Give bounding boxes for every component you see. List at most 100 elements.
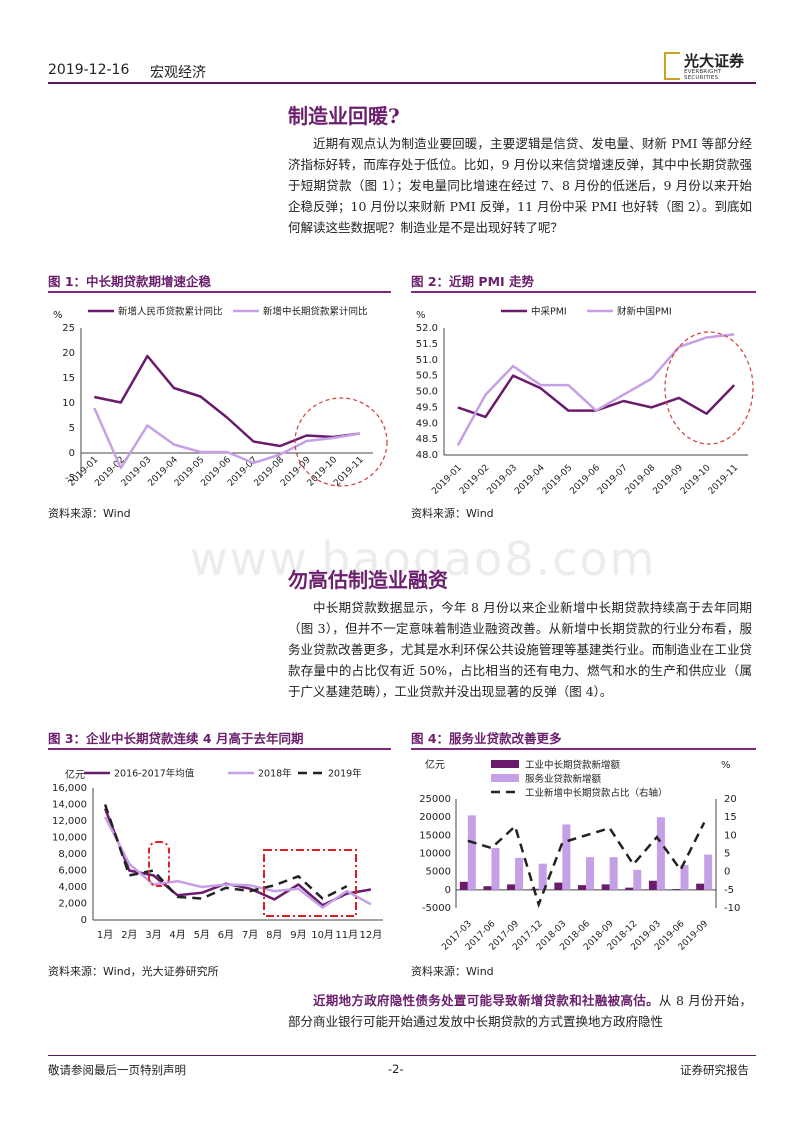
figure-4-chart: 25000 20000 15000 10000 5000 0 -5000 20 15 10 5 0 -5… [419, 758, 740, 953]
legend-label: 2019年 [328, 768, 362, 780]
bar [515, 857, 524, 890]
x-tick-label: 4月 [169, 929, 185, 941]
y-tick-label: -5000 [422, 903, 451, 914]
figure-source: 资料来源：Wind [48, 507, 131, 520]
bar [680, 865, 689, 890]
y-axis-unit: % [53, 310, 63, 321]
figure-rule [48, 291, 391, 293]
x-tick-label: 2月 [121, 929, 137, 941]
watermark: www.baogao8.com [190, 532, 657, 586]
bar [554, 882, 563, 890]
bar [704, 854, 713, 890]
bar [648, 880, 657, 890]
bar [696, 883, 705, 890]
x-tick-label: 6月 [218, 929, 234, 941]
series-line [103, 808, 372, 907]
figure-title: 图 2：近期 PMI 走势 [411, 274, 535, 289]
y-tick-label: 0 [81, 915, 87, 926]
y2-tick-label: 15 [724, 812, 737, 823]
bar [625, 887, 634, 890]
bar [586, 857, 594, 890]
y-axis-unit: % [416, 310, 426, 321]
figure-2-chart: 52.0 51.5 51.0 50.5 50.0 49.5 49.0 48.5 48.0% 201… [416, 306, 754, 497]
page-number: -2- [388, 1062, 404, 1076]
header-rule [48, 82, 756, 84]
series-line [456, 333, 735, 447]
bar [633, 869, 642, 890]
figure-1-chart: 2520151050-5%2019-012019-022019-032019-0… [53, 306, 388, 489]
bar [609, 857, 618, 890]
figure-source: 资料来源：Wind，光大证券研究所 [48, 965, 219, 978]
paragraph-text: 从 8 月份开始，部分商业银行可能开始通过发放中长期贷款的方式置换地方政府隐性 [288, 993, 752, 1029]
y-tick-label: 2,000 [58, 899, 87, 910]
figure-title: 图 3：企业中长期贷款连续 4 月高于去年同期 [48, 731, 304, 746]
bar [507, 884, 516, 890]
y-tick-label: 25000 [419, 794, 451, 805]
y-tick-label: 14,000 [52, 800, 87, 811]
y-tick-label: -5 [65, 473, 75, 484]
highlight-box [263, 849, 357, 917]
y-tick-label: 49.5 [416, 402, 438, 413]
highlight-circle [294, 397, 388, 487]
brand-name-en: EVERBRIGHT SECURITIES [684, 69, 722, 81]
report-date: 2019-12-16 [48, 62, 130, 78]
figure-3-chart: 16,000 14,000 12,000 10,000 8,000 6,000 4,000 2… [52, 768, 383, 941]
bar [467, 815, 476, 890]
legend-label: 工业中长期贷款新增额 [525, 759, 621, 771]
series-line [103, 804, 348, 900]
x-tick-label: 3月 [145, 929, 161, 941]
series-line [467, 822, 706, 909]
y-axis-unit: 亿元 [65, 768, 85, 781]
report-type: 证券研究报告 [680, 1063, 749, 1077]
legend-label: 财新中国PMI [617, 306, 672, 318]
x-tick-label: 9月 [290, 929, 306, 941]
y2-tick-label: 10 [724, 830, 737, 841]
y-tick-label: 12,000 [52, 816, 87, 827]
x-tick-label: 7月 [242, 929, 258, 941]
bar [601, 884, 610, 890]
bar [562, 824, 571, 890]
y-tick-label: 48.5 [416, 434, 438, 445]
bar [459, 881, 468, 890]
body-paragraph: 近期有观点认为制造业要回暖，主要逻辑是信贷、发电量、财新 PMI 等部分经济指标… [288, 133, 752, 238]
body-paragraph: 中长期贷款数据显示，今年 8 月份以来企业新增中长期贷款持续高于去年同期（图 3… [288, 597, 752, 702]
y-tick-label: 15000 [419, 830, 451, 841]
figure-rule [48, 748, 391, 750]
x-tick-label: 8月 [266, 929, 282, 941]
y-tick-label: 25 [62, 323, 75, 334]
brand-logo: 光大证券 EVERBRIGHT SECURITIES [664, 50, 754, 81]
paragraph-text: 中长期贷款数据显示，今年 8 月份以来企业新增中长期贷款持续高于去年同期（图 3… [288, 600, 752, 699]
y-tick-label: 20 [62, 348, 75, 359]
x-tick-label: 5月 [194, 929, 210, 941]
y2-tick-label: 5 [724, 849, 730, 860]
y2-tick-label: 20 [724, 794, 737, 805]
y-tick-label: 50.0 [416, 387, 438, 398]
y-axis-unit: 亿元 [425, 758, 445, 771]
y-tick-label: 5 [69, 423, 75, 434]
y-tick-label: 51.0 [416, 355, 438, 366]
legend-label: 新增中长期贷款累计同比 [263, 306, 368, 318]
bar [578, 885, 586, 890]
logo-mark-icon [664, 52, 680, 80]
y2-tick-label: 0 [724, 867, 730, 878]
y-tick-label: 52.0 [416, 323, 438, 334]
y-tick-label: 49.0 [416, 418, 438, 429]
y-tick-label: 4,000 [58, 882, 87, 893]
y2-tick-label: -5 [724, 885, 734, 896]
bar [491, 848, 500, 890]
y-tick-label: 10 [62, 398, 75, 409]
y-tick-label: 0 [69, 448, 75, 459]
y-tick-label: 6,000 [58, 866, 87, 877]
legend-swatch [491, 774, 519, 782]
bar [672, 889, 681, 890]
disclaimer-note: 敬请参阅最后一页特别声明 [48, 1063, 186, 1077]
body-paragraph: 近期地方政府隐性债务处置可能导致新增贷款和社融被高估。从 8 月份开始，部分商业… [288, 990, 752, 1032]
x-tick-label: 10月 [311, 929, 334, 941]
y2-axis-unit: % [721, 760, 731, 771]
bar [538, 863, 547, 890]
figure-title: 图 1：中长期贷款期增速企稳 [48, 274, 212, 289]
x-tick-label: 12月 [360, 929, 383, 941]
figure-rule [411, 291, 756, 293]
y-tick-label: 10000 [419, 849, 451, 860]
figure-rule [411, 748, 756, 750]
